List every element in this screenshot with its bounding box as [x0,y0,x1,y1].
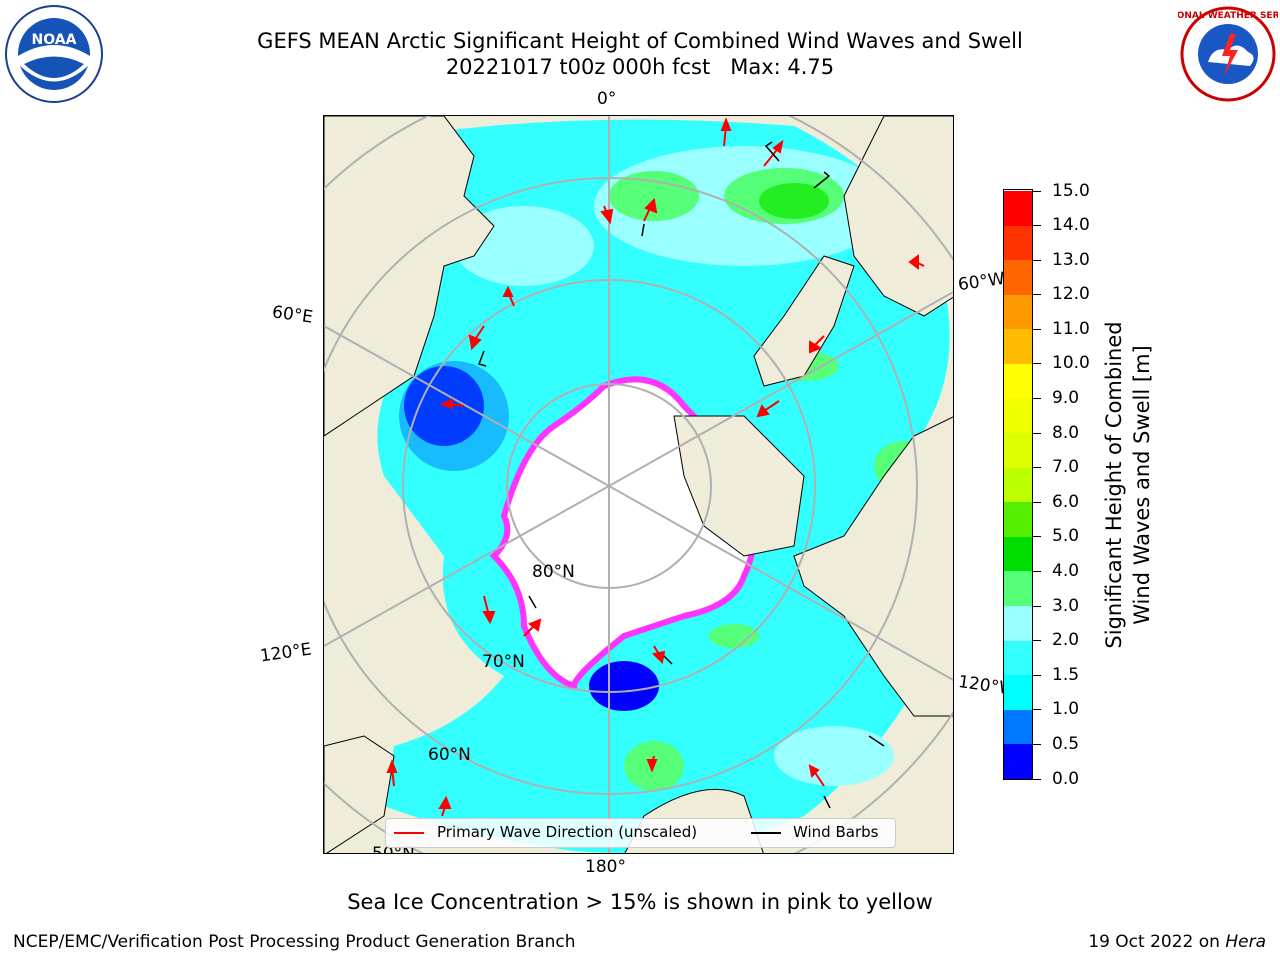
colorbar-label-line1: Significant Height of Combined [1102,321,1126,649]
colorbar-segment [1004,536,1032,572]
colorbar-tick [1033,536,1041,538]
lat-label-50: 50°N [372,844,415,854]
colorbar-segment [1004,467,1032,503]
lon-label-60w: 60°W [956,268,1007,296]
noaa-logo-icon: NOAA [5,5,103,103]
lon-label-120e: 120°E [258,639,313,667]
colorbar-tick-label: 3.0 [1052,595,1080,616]
lon-label-0: 0° [597,89,617,109]
legend-wind-barbs-label: Wind Barbs [793,823,879,841]
legend-primary-wave-label: Primary Wave Direction (unscaled) [437,823,698,841]
colorbar-tick-label: 13.0 [1052,249,1090,270]
lon-label-180: 180° [585,857,626,877]
legend-primary-wave-swatch [394,832,424,834]
colorbar-tick-label: 7.0 [1052,457,1080,478]
lon-label-60e: 60°E [270,302,315,328]
colorbar-segment [1004,640,1032,676]
colorbar-tick-label: 10.0 [1052,353,1090,374]
chart-title: GEFS MEAN Arctic Significant Height of C… [257,29,1023,53]
colorbar-segment [1004,190,1032,226]
colorbar-tick-label: 11.0 [1052,318,1090,339]
colorbar-segment [1004,225,1032,261]
colorbar-tick-label: 6.0 [1052,491,1080,512]
map-svg [324,116,953,853]
colorbar-tick [1033,225,1041,227]
map-legend: Primary Wave Direction (unscaled) Wind B… [385,818,896,848]
colorbar-segment [1004,328,1032,364]
footer-host: Hera [1225,932,1266,952]
colorbar-tick [1033,398,1041,400]
lat-label-70: 70°N [482,652,525,672]
colorbar-segment [1004,501,1032,537]
wind-barbs [478,141,885,809]
colorbar-tick-label: 14.0 [1052,215,1090,236]
arctic-map: 80°N 70°N 60°N 50°N [323,115,954,854]
colorbar [1003,189,1033,780]
colorbar-tick [1033,294,1041,296]
colorbar-tick [1033,328,1041,330]
colorbar-tick-label: 1.0 [1052,699,1080,720]
colorbar-tick [1033,605,1041,607]
sea-ice-note: Sea Ice Concentration > 15% is shown in … [347,890,933,914]
colorbar-tick [1033,190,1041,192]
chart-subtitle: 20221017 t00z 000h fcst Max: 4.75 [445,55,835,79]
legend-wind-barbs-swatch [751,832,781,834]
colorbar-segment [1004,398,1032,434]
colorbar-label-line2: Wind Waves and Swell [m] [1130,345,1154,625]
colorbar-tick-label: 15.0 [1052,180,1090,201]
colorbar-segment [1004,709,1032,745]
nws-logo-text: NATIONAL WEATHER SERVICE [1178,11,1278,21]
colorbar-tick [1033,432,1041,434]
colorbar-segment [1004,432,1032,468]
colorbar-segment [1004,363,1032,399]
colorbar-segment [1004,743,1032,779]
land-masses [324,116,953,853]
wave-direction-arrows [386,117,925,817]
graticule [324,116,953,853]
colorbar-segment [1004,259,1032,295]
colorbar-segment [1004,605,1032,641]
nws-logo-icon: NATIONAL WEATHER SERVICE [1178,6,1278,102]
colorbar-tick-label: 5.0 [1052,526,1080,547]
colorbar-tick-label: 0.0 [1052,768,1080,789]
colorbar-tick-label: 8.0 [1052,422,1080,443]
footer-credit: NCEP/EMC/Verification Post Processing Pr… [13,932,576,952]
colorbar-tick [1033,363,1041,365]
colorbar-tick-label: 1.5 [1052,664,1080,685]
noaa-logo-text: NOAA [32,32,77,48]
lat-label-60: 60°N [428,745,471,765]
colorbar-tick [1033,674,1041,676]
colorbar-segment [1004,674,1032,710]
colorbar-tick [1033,743,1041,745]
colorbar-tick-label: 12.0 [1052,284,1090,305]
colorbar-segment [1004,294,1032,330]
footer-date-text: 19 Oct 2022 on [1088,932,1226,952]
colorbar-segment [1004,570,1032,607]
colorbar-tick [1033,640,1041,642]
colorbar-tick-label: 4.0 [1052,560,1080,581]
colorbar-tick-label: 2.0 [1052,630,1080,651]
colorbar-tick [1033,709,1041,711]
colorbar-tick [1033,467,1041,469]
colorbar-tick-label: 9.0 [1052,388,1080,409]
footer-date: 19 Oct 2022 on Hera [1088,932,1266,952]
colorbar-tick [1033,501,1041,503]
colorbar-tick [1033,570,1041,572]
colorbar-tick-label: 0.5 [1052,733,1080,754]
lat-label-80: 80°N [532,562,575,582]
colorbar-tick [1033,778,1041,780]
colorbar-tick [1033,259,1041,261]
